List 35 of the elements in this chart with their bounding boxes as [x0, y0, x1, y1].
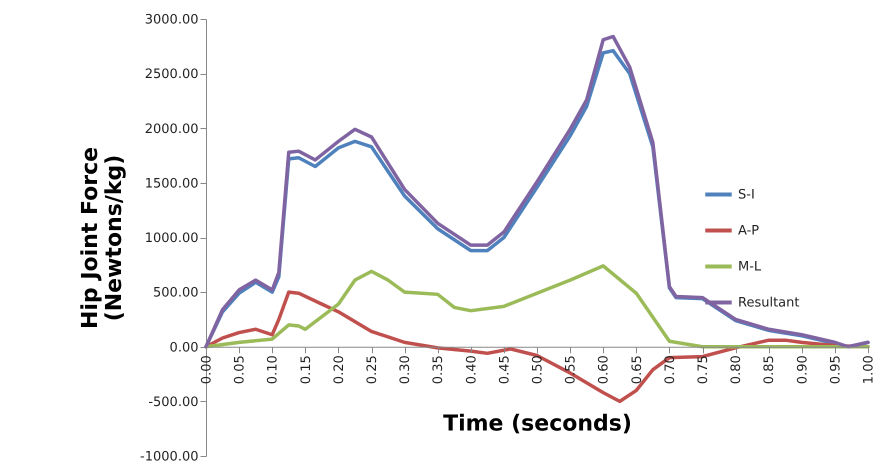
- x-tick-label: 0.55: [564, 355, 579, 384]
- x-tick-label: 0.80: [729, 355, 744, 384]
- x-tick-label: 0.25: [365, 355, 380, 384]
- x-tick-label: 0.50: [530, 355, 546, 384]
- legend-label: Resultant: [738, 296, 800, 310]
- x-tick-label: 0.75: [696, 355, 711, 384]
- x-tick-label: 0.65: [630, 355, 645, 384]
- x-tick-label: 0.35: [431, 355, 446, 384]
- x-tick-label: 0.45: [497, 355, 512, 384]
- x-tick-label: 0.90: [795, 355, 810, 384]
- x-tick-label: 0.05: [232, 355, 248, 384]
- x-axis-title: Time (seconds): [443, 411, 632, 436]
- x-tick-label: 0.85: [762, 355, 778, 384]
- y-tick-label: 1000.00: [144, 231, 198, 246]
- y-tick-label: 2000.00: [144, 122, 198, 137]
- x-tick-label: 0.60: [596, 355, 612, 384]
- y-tick-label: 0.00: [170, 340, 198, 356]
- y-tick-label: -500.00: [148, 394, 198, 410]
- legend-label: S-I: [738, 188, 755, 202]
- x-tick-label: 0.15: [298, 355, 314, 384]
- x-tick-label: 0.10: [266, 355, 281, 384]
- x-tick-label: 0.30: [398, 355, 414, 384]
- y-axis-title: Hip Joint Force (Newtons/kg): [78, 146, 128, 330]
- y-tick-label: 3000.00: [144, 12, 198, 28]
- x-tick-label: 0.70: [662, 355, 678, 384]
- x-tick-label: 0.95: [828, 355, 844, 384]
- legend-label: M-L: [738, 260, 762, 274]
- y-tick-label: 1500.00: [144, 176, 198, 192]
- y-tick-label: 2500.00: [144, 67, 198, 82]
- y-tick-label: 500.00: [153, 286, 198, 301]
- x-tick-label: 0.40: [464, 355, 480, 384]
- legend-label: A-P: [738, 224, 760, 238]
- x-tick-label: 0.20: [332, 355, 347, 384]
- x-tick-label: 1.00: [862, 355, 876, 384]
- y-tick-label: -1000.00: [140, 450, 198, 464]
